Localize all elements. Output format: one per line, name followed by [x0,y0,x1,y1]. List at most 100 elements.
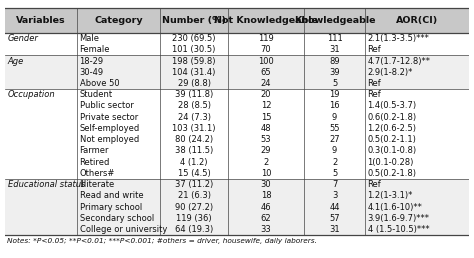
Text: 19: 19 [329,90,340,99]
Text: 39: 39 [329,68,340,77]
Text: 1.2(0.6-2.5): 1.2(0.6-2.5) [367,124,417,133]
Text: 44: 44 [329,203,340,212]
Text: College or university: College or university [80,225,167,234]
Text: 37 (11.2): 37 (11.2) [175,180,213,189]
Text: 53: 53 [261,135,271,144]
Text: Age: Age [8,57,24,66]
Text: 16: 16 [329,101,340,110]
Text: Secondary school: Secondary school [80,214,154,223]
Text: 9: 9 [332,146,337,155]
Text: Notes: *P<0.05; **P<0.01; ***P<0.001; #others = driver, housewife, daily laborer: Notes: *P<0.05; **P<0.01; ***P<0.001; #o… [7,238,317,244]
Text: AOR(CI): AOR(CI) [396,16,438,25]
Text: 5: 5 [332,169,337,178]
Text: 12: 12 [261,101,271,110]
Text: 80 (24.2): 80 (24.2) [175,135,213,144]
Text: 103 (31.1): 103 (31.1) [172,124,216,133]
Text: 0.6(0.2-1.8): 0.6(0.2-1.8) [367,113,417,122]
Text: Farmer: Farmer [80,146,109,155]
Text: 101 (30.5): 101 (30.5) [173,45,216,54]
Text: Illiterate: Illiterate [80,180,115,189]
Text: Private sector: Private sector [80,113,138,122]
Text: 9: 9 [332,113,337,122]
Text: 10: 10 [261,169,271,178]
Text: 64 (19.3): 64 (19.3) [175,225,213,234]
Text: 119 (36): 119 (36) [176,214,212,223]
Text: Student: Student [80,90,113,99]
Text: 0.5(0.2-1.1): 0.5(0.2-1.1) [367,135,416,144]
Text: Above 50: Above 50 [80,79,119,88]
Text: 0.5(0.2-1.8): 0.5(0.2-1.8) [367,169,417,178]
Text: 1(0.1-0.28): 1(0.1-0.28) [367,158,414,167]
Text: Gender: Gender [8,34,38,43]
Text: Ref: Ref [367,45,381,54]
Text: Category: Category [94,16,143,25]
Text: 90 (27.2): 90 (27.2) [175,203,213,212]
Text: 24: 24 [261,79,271,88]
Bar [5,213,469,224]
Text: 18: 18 [261,191,271,200]
Bar [5,111,469,123]
Text: 0.3(0.1-0.8): 0.3(0.1-0.8) [367,146,417,155]
Text: 15: 15 [261,113,271,122]
Text: 4.7(1.7-12.8)**: 4.7(1.7-12.8)** [367,57,430,66]
Text: Not employed: Not employed [80,135,139,144]
Text: 1.2(1-3.1)*: 1.2(1-3.1)* [367,191,413,200]
Text: 198 (59.8): 198 (59.8) [172,57,216,66]
Text: 48: 48 [261,124,271,133]
Text: 20: 20 [261,90,271,99]
Text: Others#: Others# [80,169,115,178]
Text: 2.9(1-8.2)*: 2.9(1-8.2)* [367,68,413,77]
Text: 104 (31.4): 104 (31.4) [173,68,216,77]
Text: Primary school: Primary school [80,203,142,212]
Bar [5,55,469,67]
Bar [5,100,469,111]
Text: 31: 31 [329,225,340,234]
Bar [5,44,469,55]
Bar [5,123,469,134]
Text: 5: 5 [332,79,337,88]
Bar [5,67,469,78]
Text: Public sector: Public sector [80,101,133,110]
Text: 55: 55 [329,124,340,133]
Text: 89: 89 [329,57,340,66]
Text: Female: Female [80,45,110,54]
Text: 33: 33 [261,225,272,234]
Text: 4.1(1.6-10)**: 4.1(1.6-10)** [367,203,422,212]
Text: 62: 62 [261,214,271,223]
Text: 2.1(1.3-3.5)***: 2.1(1.3-3.5)*** [367,34,429,43]
Text: 31: 31 [329,45,340,54]
Text: 38 (11.5): 38 (11.5) [175,146,213,155]
Bar [5,179,469,190]
Text: 7: 7 [332,180,337,189]
Text: 119: 119 [258,34,274,43]
Bar [5,190,469,201]
Text: 3: 3 [332,191,337,200]
Text: 21 (6.3): 21 (6.3) [178,191,210,200]
Text: 28 (8.5): 28 (8.5) [178,101,210,110]
Text: Variables: Variables [16,16,65,25]
Text: Read and write: Read and write [80,191,143,200]
Text: 29 (8.8): 29 (8.8) [178,79,210,88]
Text: Knowledgeable: Knowledgeable [294,16,375,25]
Text: 27: 27 [329,135,340,144]
Text: 230 (69.5): 230 (69.5) [172,34,216,43]
Text: 100: 100 [258,57,274,66]
Text: 30-49: 30-49 [80,68,104,77]
Text: 18-29: 18-29 [80,57,104,66]
Bar [5,8,469,33]
Text: 2: 2 [332,158,337,167]
Text: 1.4(0.5-3.7): 1.4(0.5-3.7) [367,101,417,110]
Bar [5,33,469,44]
Text: 46: 46 [261,203,271,212]
Bar [5,224,469,235]
Bar [5,157,469,168]
Text: Ref: Ref [367,180,381,189]
Text: 2: 2 [264,158,269,167]
Text: 15 (4.5): 15 (4.5) [178,169,210,178]
Bar [5,78,469,89]
Text: 39 (11.8): 39 (11.8) [175,90,213,99]
Text: 4 (1.2): 4 (1.2) [180,158,208,167]
Text: 57: 57 [329,214,340,223]
Text: 29: 29 [261,146,271,155]
Text: 65: 65 [261,68,271,77]
